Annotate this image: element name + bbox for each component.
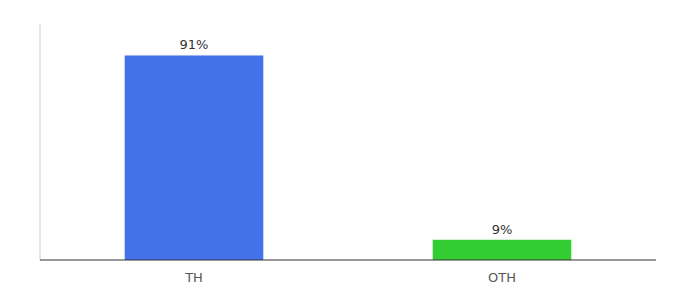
data-label: 91%	[180, 37, 209, 52]
bar	[433, 240, 572, 260]
y-axis-line	[40, 24, 41, 260]
data-label: 9%	[492, 222, 513, 237]
chart-container: 91% 9% TH OTH	[0, 0, 680, 300]
bars	[125, 55, 572, 260]
x-tick-label: OTH	[488, 270, 516, 285]
bar	[125, 55, 264, 260]
x-tick-label: TH	[184, 270, 203, 285]
chart-svg: 91% 9% TH OTH	[0, 0, 680, 300]
x-axis-line	[40, 259, 656, 260]
